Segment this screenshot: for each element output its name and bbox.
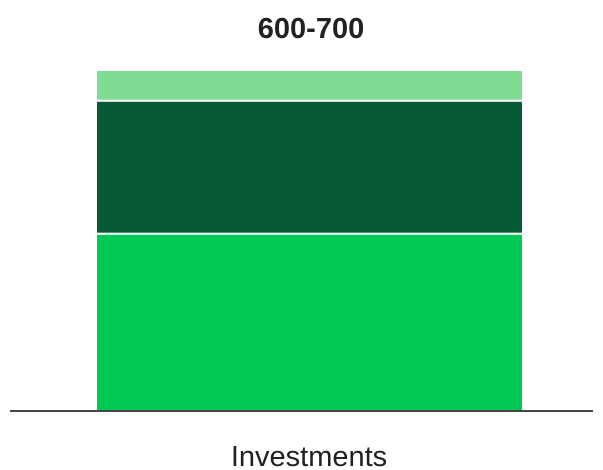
chart-title: 600-700 <box>258 13 364 45</box>
bars-group <box>95 69 524 412</box>
category-label: Investments <box>231 441 387 470</box>
bar-segment-2 <box>95 99 524 235</box>
bar-segment-3 <box>95 69 524 102</box>
bar-segment-1 <box>95 232 524 412</box>
